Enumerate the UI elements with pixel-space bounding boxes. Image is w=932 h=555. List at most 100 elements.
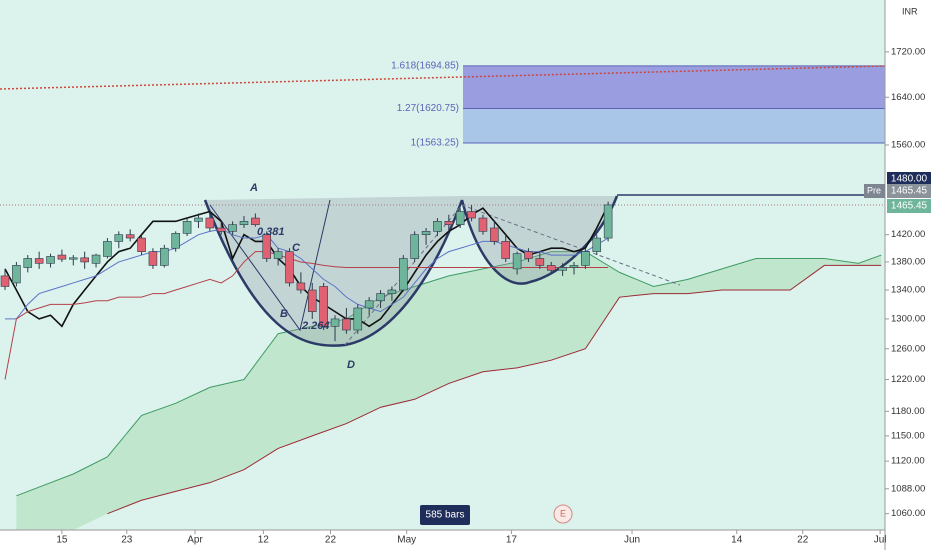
- candle-body: [399, 258, 408, 291]
- candle-body: [535, 258, 545, 266]
- candle-body: [444, 221, 454, 225]
- candle-body: [490, 227, 499, 242]
- pre-label: Pre: [867, 185, 881, 195]
- fib-zone: [463, 65, 885, 109]
- candle-body: [137, 237, 146, 252]
- candle-body: [251, 217, 260, 225]
- candle-body: [125, 234, 135, 239]
- y-tick-label: 1340.00: [891, 285, 925, 296]
- candle-body: [592, 237, 602, 252]
- candle-body: [114, 234, 124, 242]
- candle-body: [262, 234, 272, 259]
- y-tick-label: 1220.00: [891, 374, 925, 385]
- indicator-line: [4, 251, 609, 380]
- y-tick-label: 1260.00: [891, 343, 925, 354]
- candle-body: [376, 293, 385, 302]
- x-tick-label: Apr: [187, 535, 203, 546]
- annotation: A: [249, 182, 258, 194]
- candle-body: [171, 233, 180, 249]
- cloud-fill: [16, 251, 882, 531]
- annotation: D: [347, 359, 355, 371]
- candle-body: [558, 267, 567, 271]
- fib-label: 1(1563.25): [411, 138, 459, 149]
- event-label[interactable]: E: [560, 508, 566, 518]
- pattern-line: [209, 199, 331, 332]
- event-marker[interactable]: [553, 504, 573, 524]
- candle-body: [353, 307, 363, 331]
- x-tick-label: 14: [731, 535, 743, 546]
- candle-body: [160, 247, 169, 266]
- candle-body: [478, 217, 488, 232]
- last-price-box: [887, 199, 931, 213]
- candle-body: [228, 224, 237, 232]
- span-a: [16, 251, 882, 497]
- annotation: C: [292, 242, 301, 254]
- fib-label: 1.618(1694.85): [391, 61, 459, 72]
- y-tick-label: 1560.00: [891, 139, 925, 150]
- price-line-label: 1480.00: [891, 174, 928, 185]
- fib-layer: 1.618(1694.85) 1.27(1620.75) 1(1563.25): [391, 61, 885, 149]
- candle-body: [524, 251, 533, 259]
- candle-body: [364, 300, 374, 309]
- axis-layer: 1720.00 1640.00 1560.00 1420.00 1380.00 1340.…: [56, 46, 925, 545]
- candle-body: [581, 251, 590, 266]
- candle-body: [0, 275, 10, 287]
- x-tick-label: Jun: [624, 535, 640, 546]
- pre-price-box: [887, 184, 931, 198]
- annotation: 0.381: [257, 226, 285, 238]
- candle-body: [387, 289, 397, 294]
- fib-zone: [463, 108, 885, 143]
- cloud-layer: [16, 251, 882, 531]
- span-b: [107, 264, 882, 515]
- candle-body: [603, 204, 613, 239]
- candle-body: [273, 251, 283, 259]
- candle-body: [194, 217, 203, 222]
- candle-body: [433, 221, 442, 232]
- candle-body: [319, 286, 328, 327]
- candle-body: [80, 257, 89, 263]
- candle-body: [330, 318, 340, 327]
- y-tick-label: 1720.00: [891, 46, 925, 57]
- pre-price: 1465.45: [891, 186, 928, 197]
- candle-body: [216, 227, 226, 232]
- y-tick-label: 1300.00: [891, 313, 925, 324]
- candle-body: [512, 253, 522, 270]
- x-tick-label: May: [397, 535, 416, 546]
- candle-body: [296, 282, 306, 291]
- pre-box: [864, 184, 885, 198]
- currency: INR: [902, 6, 918, 16]
- candle-body: [23, 258, 33, 268]
- y-tick-label: 1120.00: [891, 456, 925, 467]
- annotation: B: [280, 308, 288, 320]
- candle-body: [12, 265, 21, 284]
- candle-body: [103, 241, 112, 257]
- x-tick-label: Jul: [874, 535, 887, 546]
- price-axis: [885, 0, 932, 550]
- candle-body: [546, 265, 556, 271]
- x-tick-label: 23: [121, 535, 133, 546]
- bars-label: 585 bars: [426, 510, 465, 521]
- candle-body: [307, 289, 317, 312]
- y-tick-label: 1060.00: [891, 508, 925, 519]
- candle-body: [410, 234, 419, 259]
- y-tick-label: 1180.00: [891, 406, 925, 417]
- candle-body: [148, 251, 158, 266]
- y-tick-label: 1420.00: [891, 229, 925, 240]
- candle-body: [285, 251, 294, 284]
- candle-body: [46, 256, 55, 264]
- candle-layer: [0, 201, 613, 342]
- y-tick-label: 1380.00: [891, 256, 925, 267]
- last-price: 1465.45: [891, 201, 928, 212]
- candle-body: [569, 265, 579, 268]
- candle-body: [69, 257, 78, 260]
- x-tick-label: 22: [797, 535, 809, 546]
- y-tick-label: 1640.00: [891, 92, 925, 103]
- bars-box: [420, 505, 470, 525]
- time-axis: [0, 530, 885, 550]
- candle-body: [57, 254, 67, 260]
- fib-label: 1.27(1620.75): [397, 103, 459, 114]
- candle-body: [34, 258, 44, 264]
- candle-body: [239, 221, 249, 225]
